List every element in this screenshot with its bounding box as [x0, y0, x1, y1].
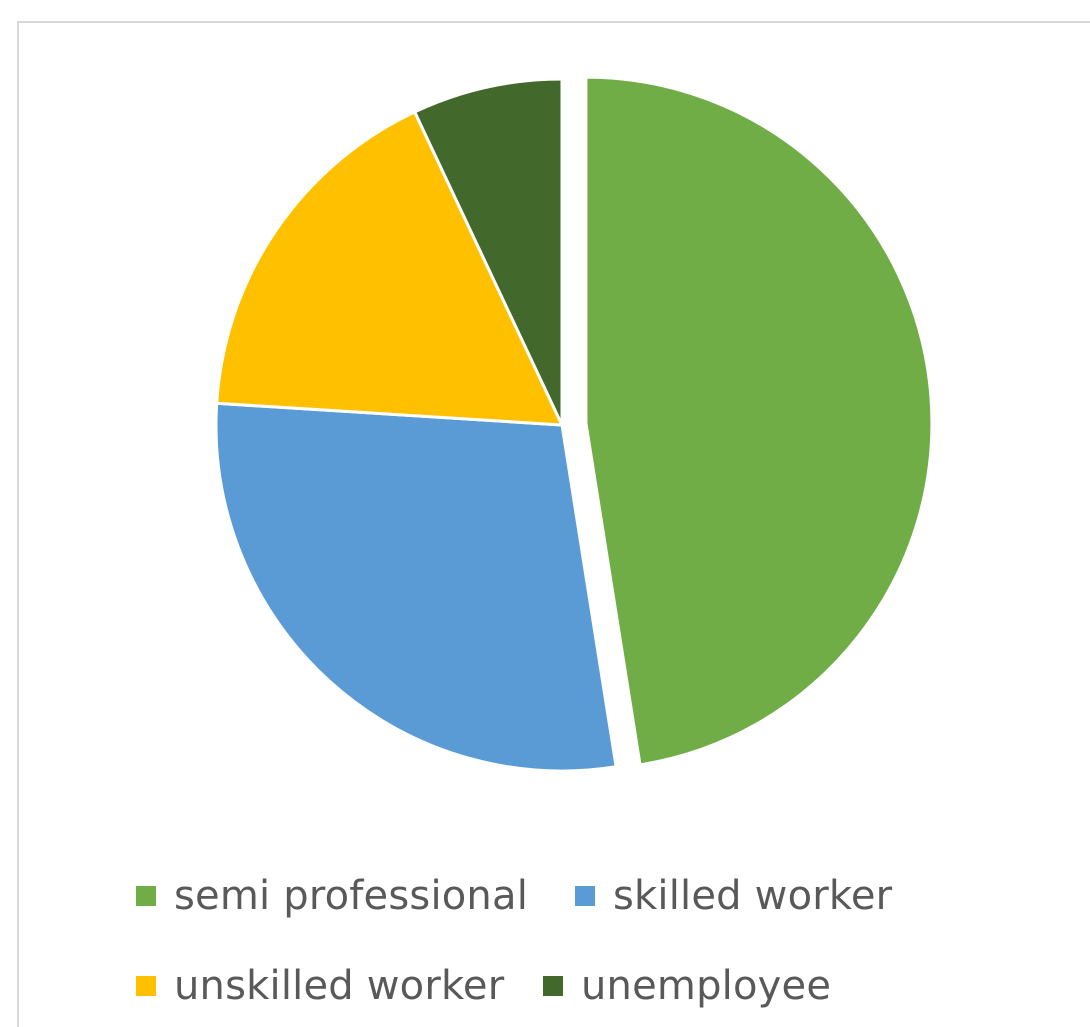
- pie-slice-semi-professional: [584, 75, 934, 767]
- legend-label: semi professional: [174, 873, 529, 919]
- legend-label: unemployee: [581, 963, 832, 1009]
- legend-item-unemployee: unemployee: [543, 964, 831, 1008]
- legend-item-unskilled-worker: unskilled worker: [136, 964, 504, 1008]
- pie-slice-skilled-worker: [214, 401, 618, 773]
- legend-item-semi-professional: semi professional: [136, 874, 528, 918]
- legend-item-skilled-worker: skilled worker: [575, 874, 892, 918]
- pie-slices: [214, 75, 934, 773]
- legend-label: skilled worker: [613, 873, 893, 919]
- pie-slice-unemployee: [413, 77, 564, 427]
- pie-slice-unskilled-worker: [215, 110, 564, 427]
- legend-swatch-icon: [543, 976, 563, 996]
- legend-swatch-icon: [136, 886, 156, 906]
- legend-swatch-icon: [575, 886, 595, 906]
- legend-swatch-icon: [136, 976, 156, 996]
- legend-label: unskilled worker: [174, 963, 505, 1009]
